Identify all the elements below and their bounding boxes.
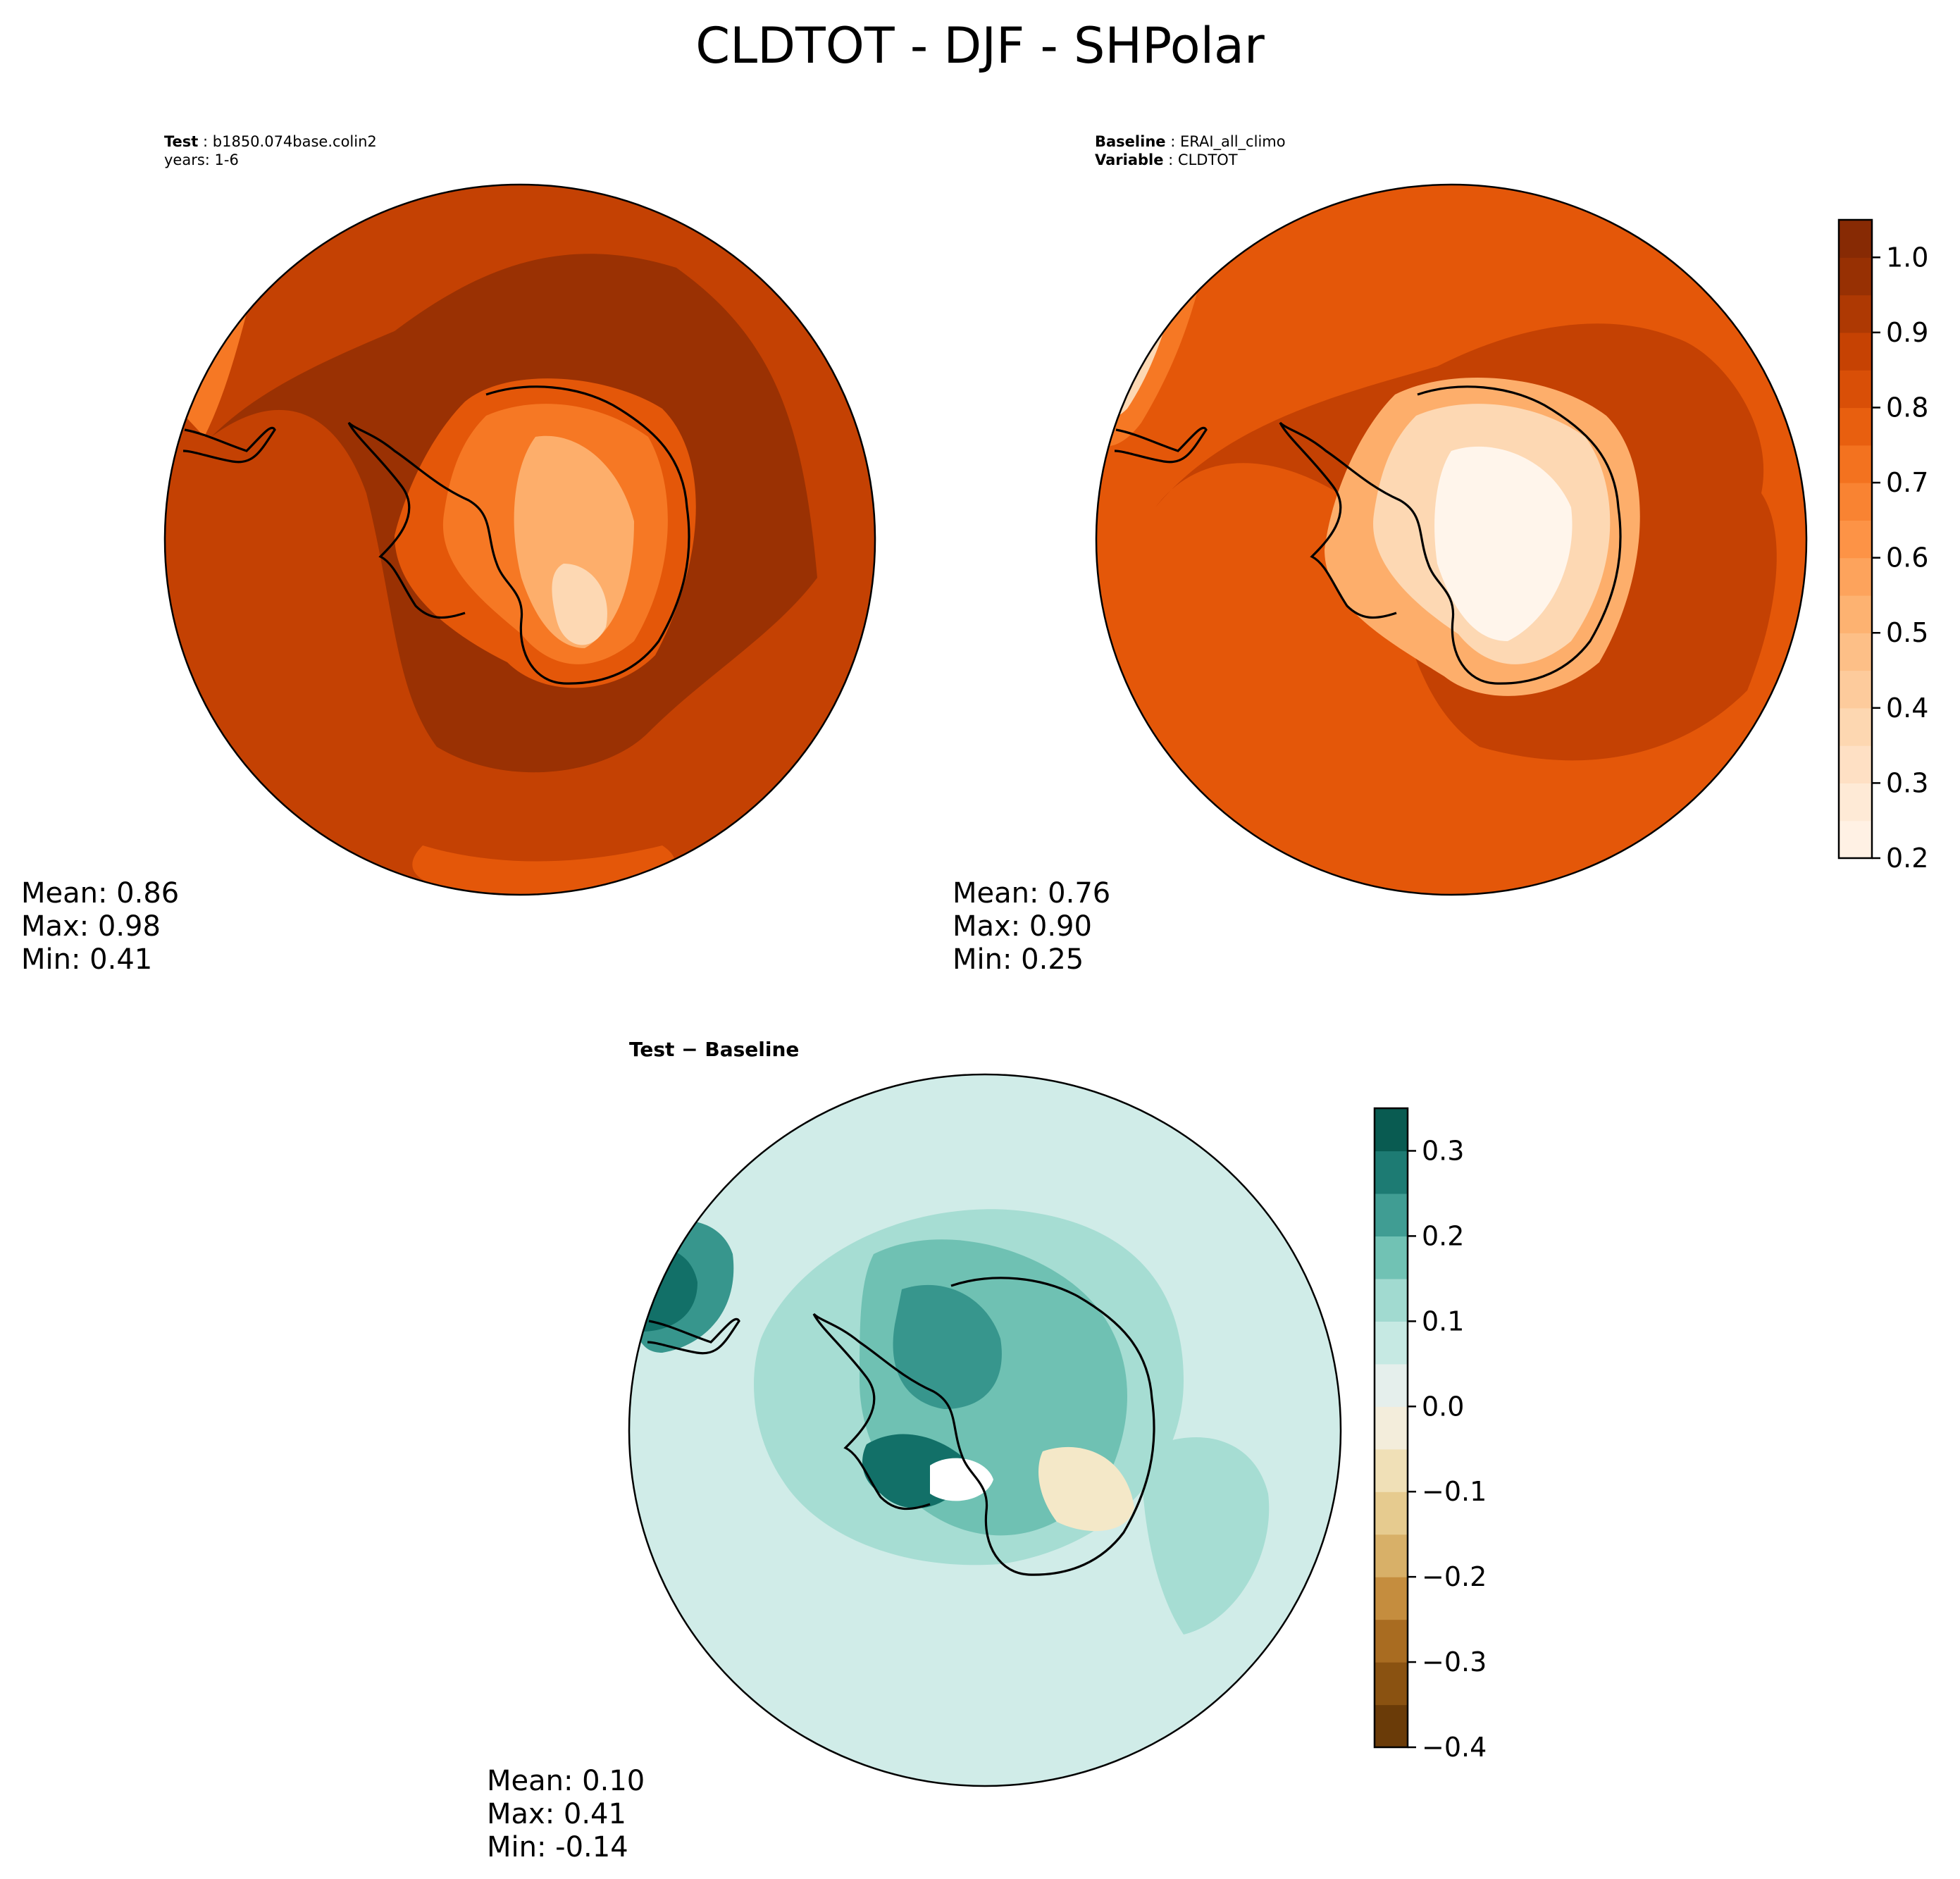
test-map [163,183,876,896]
colorbar-cldtot-frame [1837,218,1873,860]
colorbar-cldtot-segment [1839,520,1872,559]
colorbar-difference-tick-label: 0.3 [1422,1135,1464,1166]
colorbar-cldtot-tick-label: 0.2 [1886,843,1928,874]
diff-map [628,1073,1342,1787]
colorbar-cldtot-segment [1839,707,1872,746]
test-south-america-coastline [182,426,276,464]
baseline-map-field [1096,185,1806,895]
colorbar-cldtot-segment [1839,445,1872,483]
colorbar-cldtot-tick-label: 0.4 [1886,693,1928,724]
colorbar-difference-segment [1375,1151,1408,1194]
test-stat-mean: Mean: 0.86 [21,877,180,910]
test-stat-min: Min: 0.41 [21,943,153,976]
colorbar-difference-tick-label: 0.1 [1422,1306,1464,1337]
colorbar-difference-segment [1375,1193,1408,1236]
colorbar-difference-tick-label: 0.0 [1422,1391,1464,1422]
test-antarctica-coastline [347,385,690,685]
test-stats: Mean: 0.86 Max: 0.98 Min: 0.41 [21,877,179,976]
colorbar-cldtot-segment [1839,407,1872,446]
colorbar-cldtot-segment [1839,783,1872,821]
colorbar-cldtot-segment [1839,370,1872,409]
colorbar-difference-segment [1375,1662,1408,1706]
test-header-years: years: 1-6 [164,151,239,168]
colorbar-difference: −0.4 −0.3 −0.2 −0.1 0.0 0.1 0.2 0.3 [1373,1107,1487,1763]
variable-header-label: Variable [1095,151,1164,168]
colorbar-cldtot-segment [1839,633,1872,671]
colorbar-cldtot-segment [1839,745,1872,784]
diff-map-field [629,1074,1341,1786]
colorbar-cldtot-tick-label: 0.6 [1886,542,1928,573]
diff-stat-max: Max: 0.41 [487,1798,626,1830]
diff-field-white-patch [930,1458,993,1501]
diff-panel-title: Test − Baseline [629,1038,800,1061]
colorbar-difference-segment [1375,1321,1408,1365]
colorbar-cldtot-segment [1839,294,1872,333]
diff-field-continent-high [893,1284,1002,1409]
test-field-outer-band [412,845,675,895]
test-stat-max: Max: 0.98 [21,910,161,943]
colorbar-difference-tick-label: −0.4 [1422,1732,1487,1763]
variable-header-value: CLDTOT [1177,151,1238,168]
colorbar-cldtot-segment [1839,670,1872,709]
diff-field-east-patch [1141,1437,1270,1635]
colorbar-cldtot-segment [1839,257,1872,296]
baseline-stat-mean: Mean: 0.76 [953,877,1111,910]
colorbar-difference-segment [1375,1492,1408,1535]
colorbar-cldtot-segment [1839,483,1872,521]
colorbar-difference-frame [1373,1107,1409,1749]
colorbar-difference-segment [1375,1108,1408,1152]
test-map-boundary [163,183,876,896]
test-header-value: b1850.074base.colin2 [212,133,377,150]
test-panel-header: Test : b1850.074base.colin2 years: 1-6 [164,133,377,168]
colorbar-difference-segment [1375,1449,1408,1492]
figure-title: CLDTOT - DJF - SHPolar [695,17,1265,75]
diff-stat-mean: Mean: 0.10 [487,1765,645,1797]
colorbar-difference-segment [1375,1704,1408,1748]
baseline-stat-max: Max: 0.90 [953,910,1092,943]
diff-stats: Mean: 0.10 Max: 0.41 Min: -0.14 [487,1765,645,1864]
colorbar-difference-tick-label: −0.1 [1422,1476,1487,1507]
diff-field-negative-patch [1038,1446,1134,1532]
colorbar-difference-segment [1375,1619,1408,1663]
colorbar-difference-segment [1375,1363,1408,1407]
colorbar-difference-segment [1375,1577,1408,1620]
colorbar-cldtot-segment [1839,557,1872,596]
diff-south-america-coastline [647,1317,740,1355]
colorbar-cldtot-tick-label: 1.0 [1886,242,1928,273]
baseline-stat-min: Min: 0.25 [953,943,1084,976]
baseline-header-value: ERAI_all_climo [1179,133,1286,150]
colorbar-cldtot-tick-label: 0.7 [1886,467,1928,498]
test-map-field [165,185,875,895]
colorbar-cldtot-segment [1839,820,1872,859]
colorbar-cldtot-tick-label: 0.5 [1886,617,1928,648]
test-field-continent-min [552,564,607,645]
baseline-map [1095,183,1808,896]
baseline-map-boundary [1095,183,1808,896]
colorbar-difference-segment [1375,1278,1408,1322]
colorbar-cldtot: 0.2 0.3 0.4 0.5 0.6 0.7 0.8 0.9 1.0 [1837,218,1928,874]
colorbar-difference-segment [1375,1406,1408,1450]
colorbar-cldtot-segment [1839,220,1872,258]
colorbar-difference-segment [1375,1236,1408,1279]
baseline-south-america-coastline [1114,426,1208,464]
colorbar-difference-tick-label: −0.2 [1422,1561,1487,1592]
baseline-antarctica-coastline [1279,385,1622,685]
diff-stat-min: Min: -0.14 [487,1831,628,1864]
baseline-field-continent-min [1434,446,1573,641]
colorbar-difference-tick-label: 0.2 [1422,1220,1464,1251]
colorbar-cldtot-tick-label: 0.9 [1886,317,1928,348]
baseline-stats: Mean: 0.76 Max: 0.90 Min: 0.25 [953,877,1110,976]
baseline-panel-header: Baseline : ERAI_all_climo Variable : CLD… [1095,133,1286,168]
colorbar-difference-segment [1375,1534,1408,1577]
colorbar-difference-tick-label: −0.3 [1422,1647,1487,1678]
test-header-label: Test [164,133,199,150]
diff-map-boundary [628,1073,1342,1787]
colorbar-cldtot-tick-label: 0.3 [1886,767,1928,798]
colorbar-cldtot-tick-label: 0.8 [1886,392,1928,423]
diff-antarctica-coastline [812,1277,1155,1576]
baseline-header-label: Baseline [1095,133,1166,150]
colorbar-cldtot-segment [1839,595,1872,633]
colorbar-cldtot-segment [1839,332,1872,371]
